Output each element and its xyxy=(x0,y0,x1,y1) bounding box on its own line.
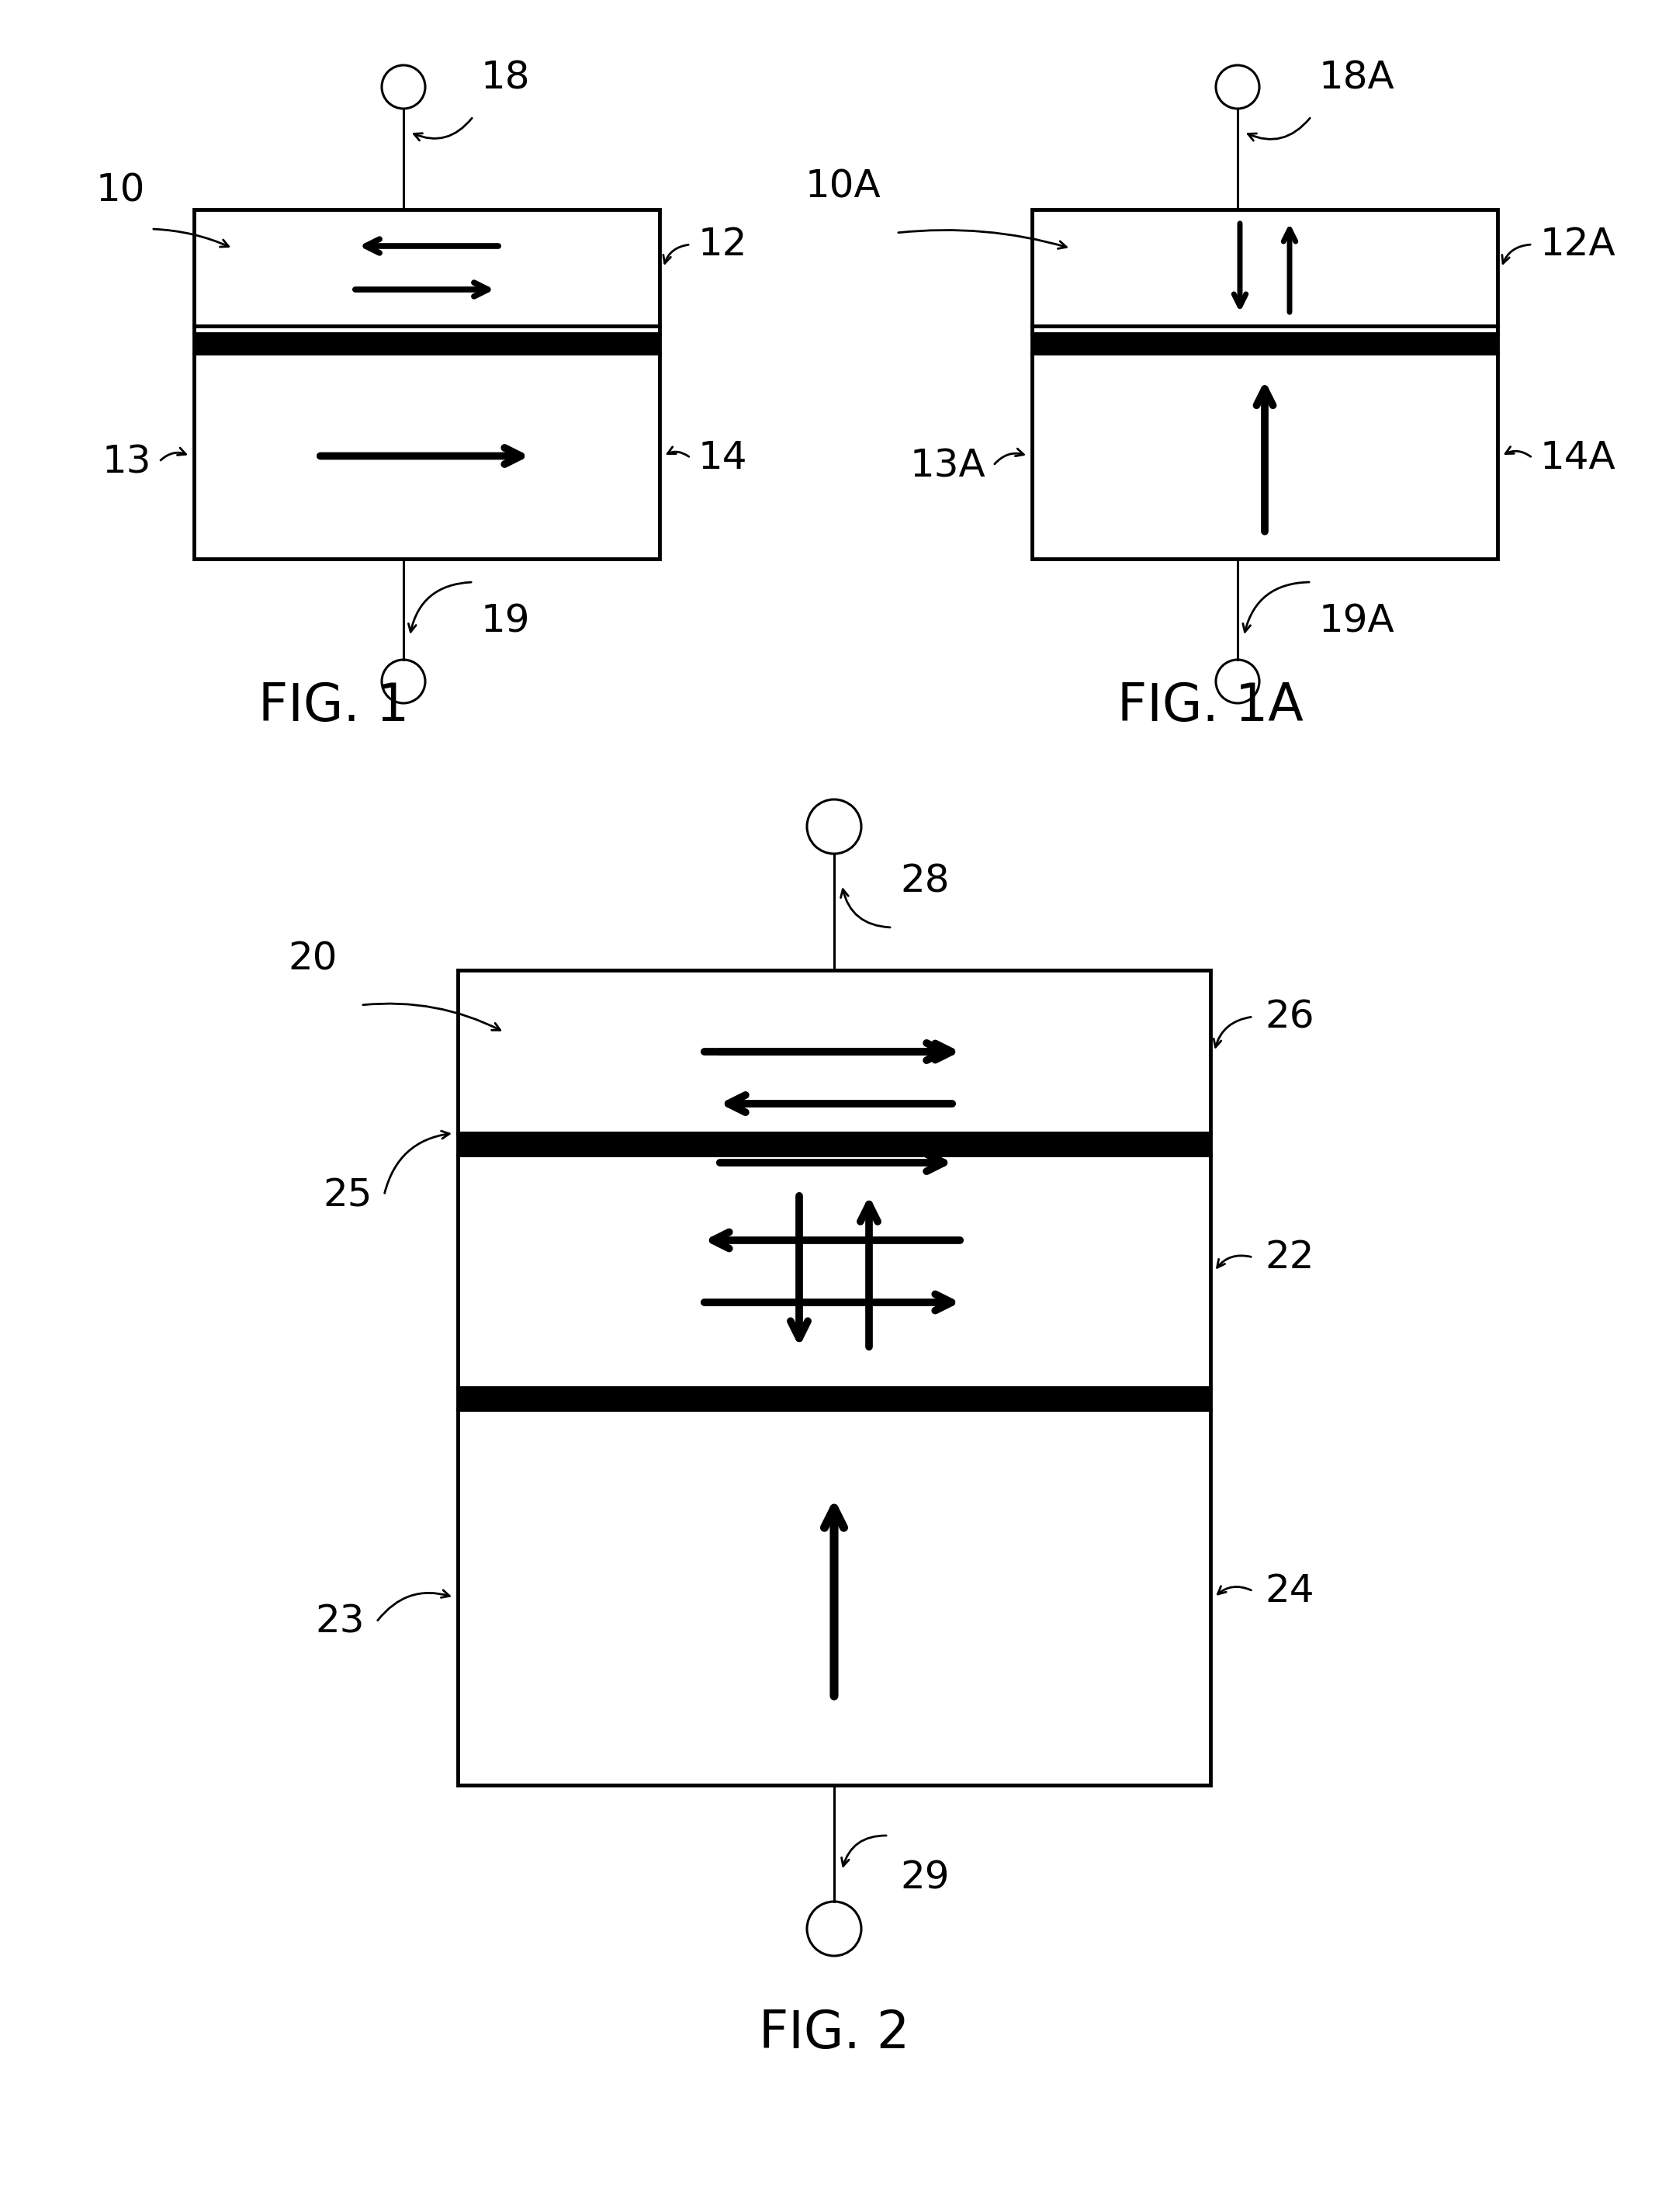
Text: 12: 12 xyxy=(698,226,748,263)
Bar xyxy=(457,971,1210,1785)
Text: FIG. 2: FIG. 2 xyxy=(759,2008,910,2059)
Bar xyxy=(194,334,659,354)
Bar xyxy=(1031,210,1497,560)
Text: 18A: 18A xyxy=(1319,60,1395,97)
Text: 19A: 19A xyxy=(1319,602,1395,639)
Text: 22: 22 xyxy=(1265,1239,1314,1276)
Text: 19: 19 xyxy=(481,602,531,639)
Text: 14: 14 xyxy=(698,440,748,476)
Bar xyxy=(1031,334,1497,354)
Text: 10: 10 xyxy=(95,173,145,208)
Text: 28: 28 xyxy=(900,863,950,900)
Text: 24: 24 xyxy=(1265,1573,1314,1610)
Text: 12A: 12A xyxy=(1540,226,1616,263)
Text: 26: 26 xyxy=(1265,998,1314,1035)
Text: FIG. 1: FIG. 1 xyxy=(259,681,409,732)
Bar xyxy=(457,1133,1210,1155)
Bar xyxy=(194,210,659,560)
Text: 13A: 13A xyxy=(910,447,985,484)
Text: 20: 20 xyxy=(289,940,337,978)
Bar xyxy=(457,1387,1210,1409)
Text: 23: 23 xyxy=(315,1604,366,1641)
Text: 29: 29 xyxy=(900,1860,950,1898)
Text: 14A: 14A xyxy=(1540,440,1616,476)
Text: 18: 18 xyxy=(481,60,531,97)
Text: 25: 25 xyxy=(324,1177,372,1214)
Text: 13: 13 xyxy=(102,442,152,480)
Text: FIG. 1A: FIG. 1A xyxy=(1117,681,1303,732)
Text: 10A: 10A xyxy=(804,168,881,206)
